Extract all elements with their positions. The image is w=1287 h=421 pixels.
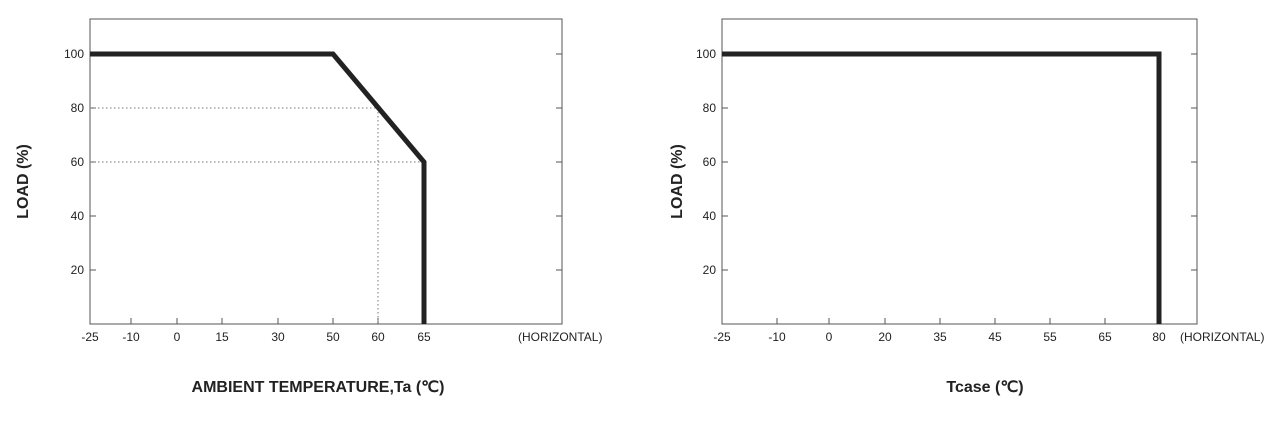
y-tick-label: 60 bbox=[703, 155, 717, 169]
x-tick-label: 65 bbox=[417, 330, 431, 344]
y-tick-label: 20 bbox=[71, 263, 85, 277]
chart-2: -25 -10 0 20 35 45 55 65 80 20 40 60 80 100 (HORIZONTA… bbox=[669, 18, 1264, 396]
x-axis-label: AMBIENT TEMPERATURE,Ta (℃) bbox=[192, 379, 445, 396]
x-tick-label: 20 bbox=[878, 330, 892, 344]
reference-line bbox=[90, 107, 379, 324]
reference-line bbox=[90, 161, 425, 324]
x-axis-note: (HORIZONTAL) bbox=[1180, 330, 1264, 344]
y-tick-label: 40 bbox=[71, 209, 85, 223]
x-tick-label: 35 bbox=[933, 330, 947, 344]
y-tick-label: 60 bbox=[71, 155, 85, 169]
x-axis-label: Tcase (℃) bbox=[946, 379, 1023, 396]
x-tick-label: 65 bbox=[1098, 330, 1112, 344]
x-tick-label: -10 bbox=[122, 330, 140, 344]
x-tick-label: 30 bbox=[271, 330, 285, 344]
y-axis-label: LOAD (%) bbox=[669, 144, 686, 219]
x-tick-label: 0 bbox=[826, 330, 833, 344]
y-tick-label: 100 bbox=[696, 47, 716, 61]
chart-1: -25 -10 0 15 30 50 60 65 20 40 60 80 100 (HORIZONTAL)… bbox=[15, 18, 602, 396]
x-tick-label: -25 bbox=[81, 330, 99, 344]
derating-curve bbox=[90, 51, 427, 324]
y-tick-label: 80 bbox=[71, 101, 85, 115]
x-tick-label: 0 bbox=[174, 330, 181, 344]
x-axis-note: (HORIZONTAL) bbox=[518, 330, 602, 344]
y-axis-label: LOAD (%) bbox=[15, 144, 32, 219]
x-tick-label: 80 bbox=[1152, 330, 1166, 344]
y-tick-label: 40 bbox=[703, 209, 717, 223]
x-tick-label: 15 bbox=[215, 330, 229, 344]
x-tick-label: -25 bbox=[713, 330, 731, 344]
plot-frame bbox=[721, 18, 1198, 325]
plot-frame bbox=[89, 18, 563, 325]
y-tick-label: 100 bbox=[64, 47, 84, 61]
x-tick-label: 60 bbox=[371, 330, 385, 344]
x-tick-label: 55 bbox=[1043, 330, 1057, 344]
x-tick-label: -10 bbox=[768, 330, 786, 344]
y-tick-label: 20 bbox=[703, 263, 717, 277]
x-tick-label: 45 bbox=[988, 330, 1002, 344]
derating-curve bbox=[722, 51, 1162, 324]
y-tick-label: 80 bbox=[703, 101, 717, 115]
x-tick-label: 50 bbox=[326, 330, 340, 344]
